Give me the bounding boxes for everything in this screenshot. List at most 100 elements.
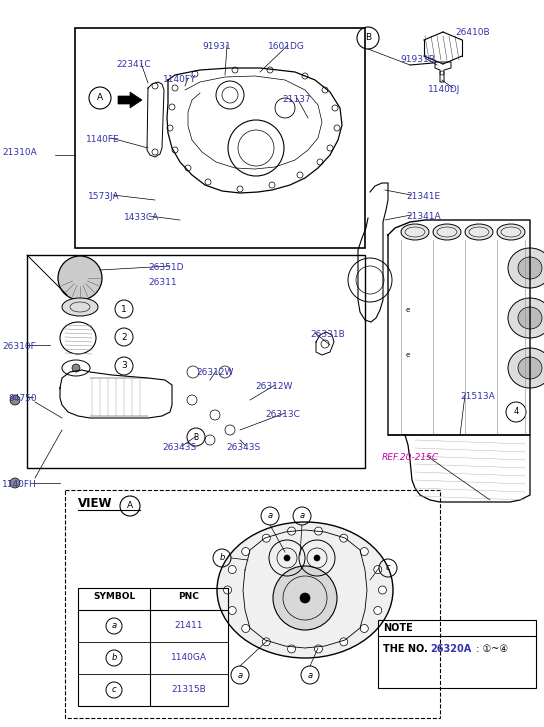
Circle shape	[172, 147, 178, 153]
Text: 1140DJ: 1140DJ	[428, 85, 460, 94]
Circle shape	[262, 638, 270, 646]
Circle shape	[172, 85, 178, 91]
Text: e: e	[406, 352, 410, 358]
Text: 21310A: 21310A	[2, 148, 37, 157]
Circle shape	[374, 606, 382, 614]
Circle shape	[332, 105, 338, 111]
Polygon shape	[118, 92, 142, 108]
Ellipse shape	[508, 348, 544, 388]
Text: REF.20-215C: REF.20-215C	[382, 453, 439, 462]
Text: : ①~④: : ①~④	[473, 644, 508, 654]
Text: 1573JA: 1573JA	[88, 192, 120, 201]
Ellipse shape	[508, 248, 544, 288]
Circle shape	[228, 606, 236, 614]
Circle shape	[360, 547, 368, 555]
Text: 26312W: 26312W	[255, 382, 292, 391]
Circle shape	[205, 179, 211, 185]
Text: c: c	[112, 686, 116, 694]
Bar	[65, 490, 440, 718]
Ellipse shape	[497, 224, 525, 240]
Text: 21315B: 21315B	[171, 686, 206, 694]
Text: a: a	[112, 622, 116, 630]
Text: 1433CA: 1433CA	[124, 213, 159, 222]
Text: 26313C: 26313C	[265, 410, 300, 419]
Text: 26312W: 26312W	[196, 368, 233, 377]
Bar	[78, 588, 228, 706]
Circle shape	[379, 586, 386, 594]
Circle shape	[327, 145, 333, 151]
Circle shape	[300, 593, 310, 603]
Text: 21137: 21137	[282, 95, 311, 104]
Text: 26410B: 26410B	[455, 28, 490, 37]
Text: 26311: 26311	[148, 278, 177, 287]
Text: 26351D: 26351D	[148, 263, 183, 272]
Text: a: a	[307, 670, 313, 680]
Text: SYMBOL: SYMBOL	[93, 592, 135, 601]
Circle shape	[228, 566, 236, 574]
Circle shape	[192, 71, 198, 77]
Text: VIEW: VIEW	[78, 497, 113, 510]
Text: 22341C: 22341C	[116, 60, 151, 69]
Circle shape	[242, 547, 250, 555]
Text: 3: 3	[121, 361, 127, 371]
Text: 1140FY: 1140FY	[163, 75, 196, 84]
Circle shape	[237, 186, 243, 192]
Text: e: e	[406, 307, 410, 313]
Text: 1140GA: 1140GA	[171, 654, 207, 662]
Text: a: a	[237, 670, 243, 680]
Text: 1: 1	[121, 305, 127, 313]
Circle shape	[314, 527, 323, 535]
Circle shape	[374, 566, 382, 574]
Text: 1140FH: 1140FH	[2, 480, 37, 489]
Circle shape	[185, 165, 191, 171]
Text: a: a	[299, 512, 305, 521]
Text: 26343S: 26343S	[162, 443, 196, 452]
Circle shape	[284, 555, 290, 561]
Circle shape	[167, 125, 173, 131]
Ellipse shape	[401, 224, 429, 240]
Bar	[378, 620, 536, 688]
Circle shape	[314, 555, 320, 561]
Circle shape	[10, 395, 20, 405]
Text: 1140FE: 1140FE	[86, 135, 120, 144]
Text: 1601DG: 1601DG	[268, 42, 305, 51]
Circle shape	[169, 104, 175, 110]
Ellipse shape	[433, 224, 461, 240]
Text: B: B	[194, 433, 199, 441]
Circle shape	[302, 73, 308, 79]
Text: 21341E: 21341E	[406, 192, 440, 201]
Ellipse shape	[465, 224, 493, 240]
Text: B: B	[365, 33, 371, 42]
Circle shape	[334, 125, 340, 131]
Ellipse shape	[518, 257, 542, 279]
Text: 26343S: 26343S	[226, 443, 260, 452]
Text: A: A	[127, 502, 133, 510]
Text: a: a	[268, 512, 273, 521]
Ellipse shape	[62, 298, 98, 316]
Text: NOTE: NOTE	[383, 623, 413, 633]
Text: PNC: PNC	[178, 592, 200, 601]
Text: 26320A: 26320A	[430, 644, 471, 654]
Circle shape	[314, 645, 323, 653]
Text: 21341A: 21341A	[406, 212, 441, 221]
Circle shape	[10, 478, 20, 488]
Text: A: A	[97, 94, 103, 103]
Text: 21411: 21411	[175, 622, 203, 630]
Text: 91931: 91931	[202, 42, 231, 51]
Circle shape	[72, 364, 80, 372]
Circle shape	[288, 645, 295, 653]
Text: 26310F: 26310F	[2, 342, 36, 351]
Circle shape	[339, 638, 348, 646]
Circle shape	[360, 624, 368, 632]
Bar	[27, 255, 365, 468]
Circle shape	[288, 527, 295, 535]
Circle shape	[273, 566, 337, 630]
Ellipse shape	[217, 522, 393, 658]
Text: THE NO.: THE NO.	[383, 644, 428, 654]
Text: 94750: 94750	[8, 394, 36, 403]
Circle shape	[262, 534, 270, 542]
Circle shape	[297, 172, 303, 178]
Text: c: c	[386, 563, 390, 572]
Text: b: b	[219, 553, 225, 563]
Ellipse shape	[518, 357, 542, 379]
